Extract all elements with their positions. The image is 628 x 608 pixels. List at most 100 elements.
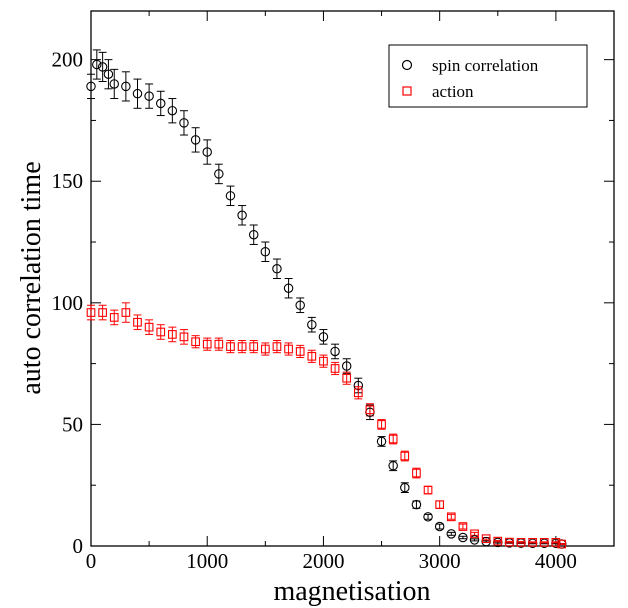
- legend-label-action: action: [432, 82, 474, 101]
- point-spin-correlation: [458, 532, 468, 543]
- x-tick-label: 1000: [186, 549, 228, 573]
- point-spin-correlation: [109, 79, 119, 89]
- point-spin-correlation: [103, 69, 114, 79]
- x-tick-label: 3000: [419, 549, 461, 573]
- x-axis-label: magnetisation: [273, 576, 430, 607]
- legend-marker-spin-correlation: [401, 59, 413, 71]
- x-tick-label: 4000: [535, 549, 577, 573]
- point-spin-correlation: [144, 91, 154, 101]
- point-spin-correlation: [155, 98, 166, 109]
- point-action: [481, 534, 491, 544]
- point-action: [446, 512, 456, 522]
- point-spin-correlation: [446, 529, 457, 539]
- point-action: [319, 356, 328, 366]
- point-action: [272, 342, 282, 351]
- point-action: [133, 317, 142, 327]
- point-action: [551, 538, 561, 547]
- point-action: [423, 485, 433, 495]
- point-action: [435, 500, 445, 510]
- point-action: [342, 373, 352, 383]
- point-action: [388, 434, 398, 444]
- data-markers: [86, 59, 567, 549]
- point-spin-correlation: [318, 332, 329, 342]
- point-action: [260, 344, 270, 354]
- point-action: [144, 322, 154, 332]
- point-spin-correlation: [179, 118, 189, 128]
- point-spin-correlation: [423, 512, 433, 522]
- y-axis-label: auto correlation time: [16, 161, 47, 394]
- point-spin-correlation: [97, 62, 108, 72]
- point-spin-correlation: [330, 346, 340, 357]
- error-bars: [87, 49, 566, 546]
- point-spin-correlation: [400, 482, 410, 493]
- point-action: [249, 342, 259, 351]
- axis-ticks: 0 1000 2000 3000 4000 0 50 100 150 200: [52, 11, 615, 573]
- point-action: [505, 537, 514, 547]
- x-tick-label: 0: [86, 549, 97, 573]
- point-action: [528, 538, 537, 547]
- point-spin-correlation: [237, 210, 247, 221]
- legend-box: [388, 44, 588, 108]
- point-spin-correlation: [307, 319, 317, 330]
- point-spin-correlation: [341, 361, 352, 371]
- point-action: [168, 330, 177, 339]
- point-action: [516, 538, 526, 547]
- y-tick-label: 50: [62, 412, 83, 436]
- point-action: [412, 468, 421, 478]
- point-action: [470, 529, 479, 539]
- point-spin-correlation: [388, 460, 398, 471]
- point-action: [284, 344, 293, 354]
- point-action: [295, 347, 305, 356]
- point-spin-correlation: [248, 229, 259, 240]
- point-action: [365, 405, 375, 415]
- point-spin-correlation: [283, 283, 294, 293]
- y-tick-label: 200: [52, 48, 84, 72]
- point-spin-correlation: [121, 81, 131, 92]
- point-spin-correlation: [86, 81, 96, 92]
- point-action: [191, 337, 200, 347]
- point-spin-correlation: [167, 105, 178, 116]
- y-tick-label: 0: [73, 534, 84, 558]
- point-spin-correlation: [376, 436, 387, 447]
- point-action: [109, 313, 119, 322]
- point-action: [226, 342, 235, 351]
- legend-marker-action: [402, 86, 412, 96]
- point-action: [237, 342, 247, 351]
- point-action: [179, 332, 189, 342]
- point-spin-correlation: [225, 191, 236, 201]
- legend-label-spin-correlation: spin correlation: [432, 56, 539, 75]
- point-action: [202, 339, 212, 349]
- plot-frame: [90, 10, 615, 547]
- point-spin-correlation: [272, 264, 282, 274]
- point-spin-correlation: [434, 521, 445, 532]
- point-action: [307, 351, 317, 361]
- point-action: [98, 308, 107, 317]
- point-spin-correlation: [260, 247, 271, 257]
- y-tick-label: 100: [52, 291, 84, 315]
- x-tick-label: 2000: [302, 549, 344, 573]
- point-action: [400, 451, 410, 461]
- point-action: [330, 364, 340, 373]
- point-spin-correlation: [411, 499, 422, 510]
- point-spin-correlation: [132, 88, 143, 99]
- point-action: [493, 536, 503, 546]
- point-action: [353, 388, 363, 398]
- point-spin-correlation: [353, 380, 364, 391]
- point-action: [86, 308, 96, 317]
- point-action: [377, 420, 386, 429]
- point-action: [121, 308, 131, 317]
- point-spin-correlation: [190, 135, 201, 145]
- legend: spin correlation action: [388, 44, 588, 108]
- point-spin-correlation: [92, 59, 102, 70]
- point-spin-correlation: [295, 300, 305, 310]
- point-spin-correlation: [202, 147, 212, 157]
- point-action: [458, 522, 468, 531]
- point-spin-correlation: [214, 169, 224, 179]
- point-action: [156, 327, 166, 337]
- y-tick-label: 150: [52, 169, 84, 193]
- point-action: [557, 539, 567, 549]
- point-spin-correlation: [469, 535, 480, 545]
- point-action: [539, 538, 549, 547]
- point-action: [214, 339, 224, 349]
